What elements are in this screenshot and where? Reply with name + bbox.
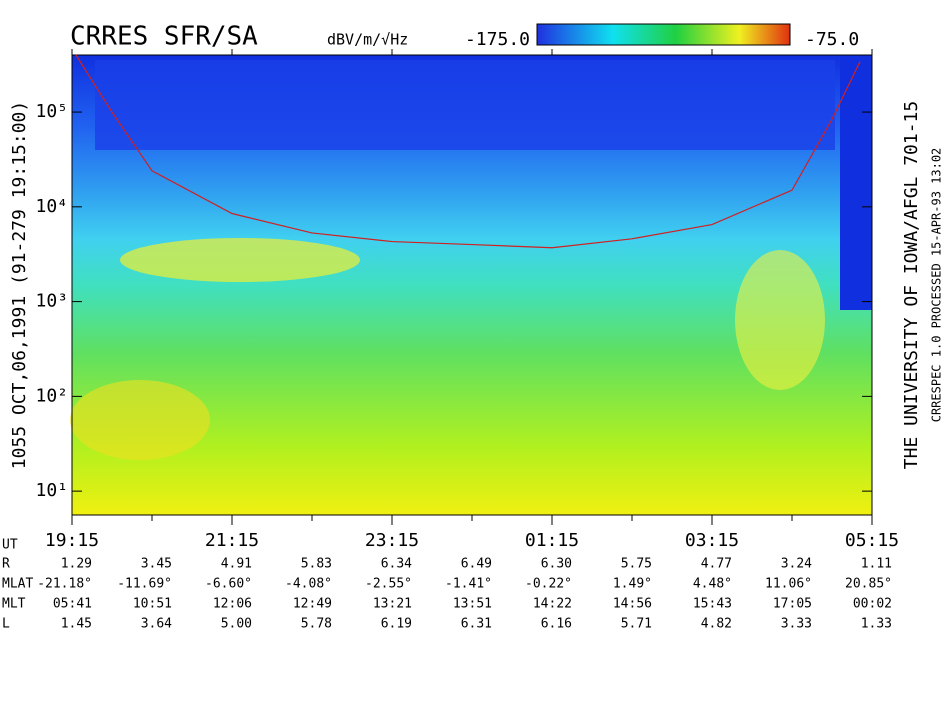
ephemeris-value: 1.11 (861, 557, 892, 572)
ephemeris-value: 6.49 (461, 557, 492, 572)
ephemeris-value: 4.91 (221, 557, 252, 572)
x-tick-label: 05:15 (845, 530, 899, 551)
ephemeris-value: 20.85° (845, 577, 892, 592)
x-tick-label: 23:15 (365, 530, 419, 551)
ephemeris-value: -1.41° (445, 577, 492, 592)
ephemeris-value: 14:22 (533, 597, 572, 612)
ephemeris-value: 05:41 (53, 597, 92, 612)
ephemeris-value: 5.78 (301, 617, 332, 632)
title: CRRES SFR/SA (70, 22, 258, 52)
ephemeris-value: 5.83 (301, 557, 332, 572)
ephemeris-value: 3.64 (141, 617, 172, 632)
x-tick-label: 19:15 (45, 530, 99, 551)
ephemeris-value: 10:51 (133, 597, 172, 612)
ephemeris-value: 6.31 (461, 617, 492, 632)
ephemeris-value: 15:43 (693, 597, 732, 612)
ephemeris-value: 4.48° (693, 577, 732, 592)
ephemeris-row-label: MLAT (2, 577, 33, 592)
ephemeris-label: UT (2, 538, 18, 553)
y-tick-label: 10⁴ (35, 196, 68, 217)
y-tick-label: 10² (35, 385, 68, 406)
colorbar-unit: dBV/m/√Hz (327, 31, 408, 49)
axes (71, 49, 873, 525)
ephemeris-value: 5.71 (621, 617, 652, 632)
right-label: THE UNIVERSITY OF IOWA/AFGL 701-15 (901, 101, 922, 469)
ephemeris-row-label: L (2, 617, 10, 632)
ephemeris-row-label: R (2, 557, 10, 572)
ephemeris-value: 6.19 (381, 617, 412, 632)
ephemeris-value: 3.24 (781, 557, 812, 572)
ephemeris-value: -11.69° (117, 577, 172, 592)
ephemeris-value: 6.34 (381, 557, 412, 572)
ephemeris-value: 14:56 (613, 597, 652, 612)
ephemeris-value: 4.82 (701, 617, 732, 632)
ephemeris-value: 6.30 (541, 557, 572, 572)
ephemeris-value: -4.08° (285, 577, 332, 592)
ephemeris-row-label: MLT (2, 597, 26, 612)
ephemeris-value: 1.29 (61, 557, 92, 572)
ephemeris-value: 11.06° (765, 577, 812, 592)
ephemeris-value: 3.45 (141, 557, 172, 572)
ephemeris-value: -0.22° (525, 577, 572, 592)
y-tick-label: 10⁵ (35, 101, 68, 122)
ephemeris-value: 4.77 (701, 557, 732, 572)
x-tick-label: 03:15 (685, 530, 739, 551)
ephemeris-value: 1.49° (613, 577, 652, 592)
colorbar (536, 23, 791, 46)
ephemeris-value: 17:05 (773, 597, 812, 612)
colorbar-max: -75.0 (805, 29, 859, 50)
ephemeris-value: 13:51 (453, 597, 492, 612)
ephemeris-value: 6.16 (541, 617, 572, 632)
gyro-line (75, 54, 861, 249)
ephemeris-value: 3.33 (781, 617, 812, 632)
y-tick-label: 10¹ (35, 480, 68, 501)
ephemeris-value: 12:06 (213, 597, 252, 612)
spectrogram-image (70, 55, 872, 515)
y-tick-label: 10³ (35, 291, 68, 312)
x-tick-label: 21:15 (205, 530, 259, 551)
x-tick-label: 01:15 (525, 530, 579, 551)
side-label: 1055 OCT,06,1991 (91-279 19:15:00) (9, 101, 30, 469)
ephemeris-value: 1.33 (861, 617, 892, 632)
ephemeris-value: 5.00 (221, 617, 252, 632)
colorbar-min: -175.0 (465, 29, 530, 50)
ephemeris-value: 5.75 (621, 557, 652, 572)
ephemeris-value: -2.55° (365, 577, 412, 592)
ephemeris-value: 1.45 (61, 617, 92, 632)
ephemeris-value: 00:02 (853, 597, 892, 612)
ephemeris-value: -21.18° (37, 577, 92, 592)
ephemeris-value: 12:49 (293, 597, 332, 612)
right-label: CRRESPEC 1.0 PROCESSED 15-APR-93 13:02 (930, 148, 944, 423)
ephemeris-value: -6.60° (205, 577, 252, 592)
ephemeris-value: 13:21 (373, 597, 412, 612)
